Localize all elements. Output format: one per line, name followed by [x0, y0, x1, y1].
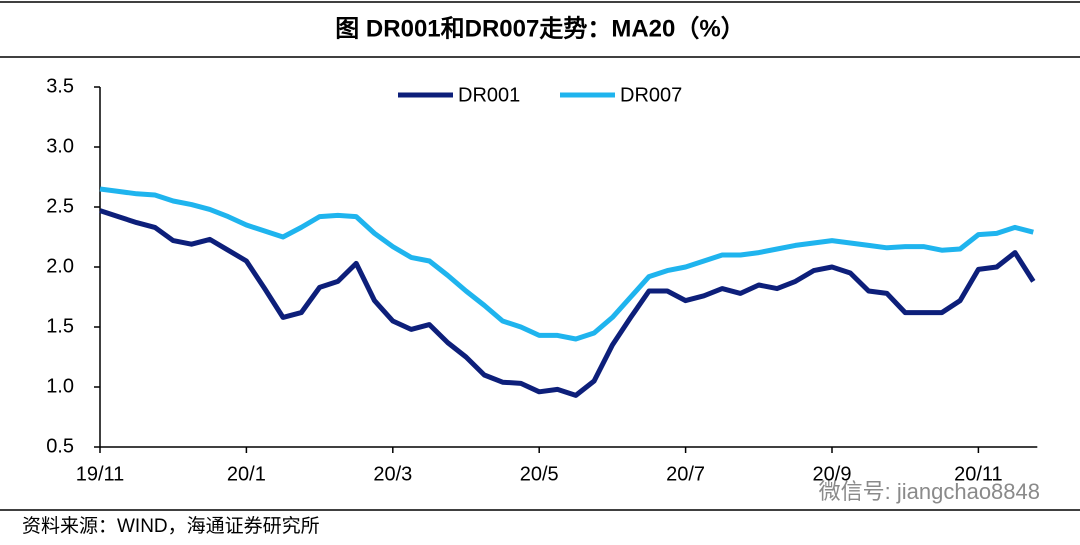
- source: 资料来源：WIND，海通证券研究所: [22, 515, 320, 537]
- chart-title: 图 DR001和DR007走势：MA20（%）: [335, 15, 744, 42]
- x-tick-label: 20/1: [227, 463, 266, 485]
- x-tick-label: 20/7: [666, 463, 705, 485]
- legend-label: DR007: [620, 84, 682, 106]
- legend-label: DR001: [458, 84, 520, 106]
- x-tick-label: 20/3: [373, 463, 412, 485]
- y-tick-label: 3.5: [46, 75, 74, 97]
- series-line: [99, 208, 1036, 398]
- y-tick-label: 2.5: [46, 195, 74, 217]
- x-tick-label: 20/5: [520, 463, 559, 485]
- x-tick-label: 20/9: [813, 463, 852, 485]
- x-tick-label: 19/11: [76, 463, 125, 485]
- y-tick-label: 1.0: [46, 375, 74, 397]
- y-tick-label: 1.5: [46, 315, 74, 337]
- x-tick-label: 20/11: [954, 463, 1003, 485]
- y-tick-label: 3.0: [46, 135, 74, 157]
- series-line: [99, 186, 1034, 342]
- watermark: 微信号: jiangchao8848: [819, 479, 1040, 504]
- y-tick-label: 0.5: [46, 435, 74, 457]
- y-tick-label: 2.0: [46, 255, 74, 277]
